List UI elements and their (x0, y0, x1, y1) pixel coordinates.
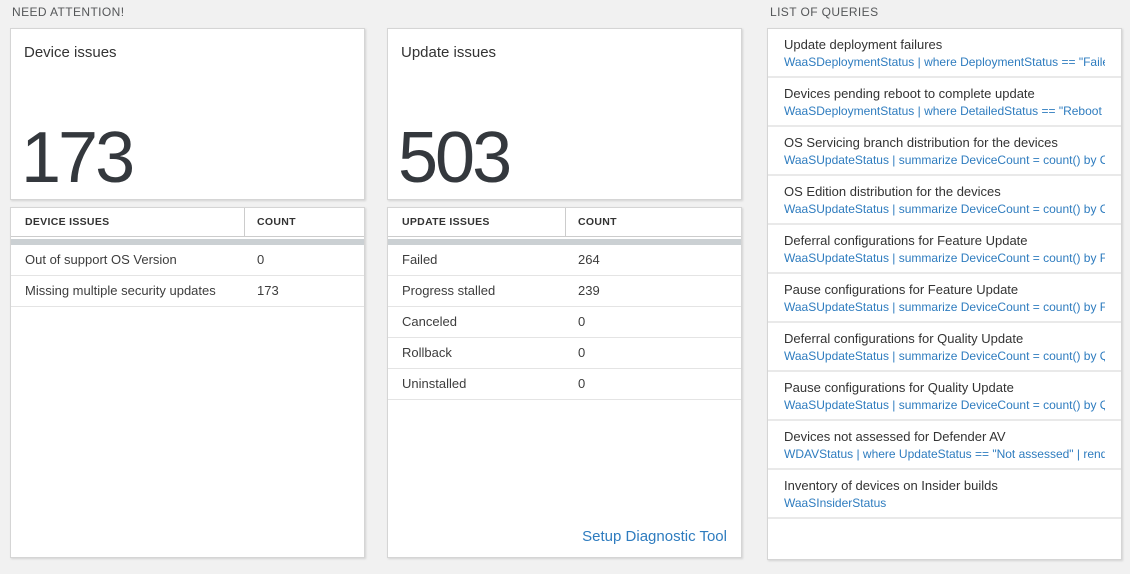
table-row[interactable]: Failed 264 (388, 245, 741, 276)
table-row[interactable]: Uninstalled 0 (388, 369, 741, 400)
query-list-item[interactable]: Pause configurations for Quality Update W… (768, 372, 1121, 421)
header-separator-bar (11, 239, 364, 245)
count-cell: 0 (257, 252, 265, 267)
query-string: WaaSUpdateStatus | summarize DeviceCount… (784, 398, 1105, 412)
query-list: Update deployment failures WaaSDeployment… (768, 29, 1121, 519)
query-string: WaaSUpdateStatus | summarize DeviceCount… (784, 202, 1105, 216)
need-attention-heading: NEED ATTENTION! (12, 5, 125, 19)
query-title: Pause configurations for Feature Update (784, 282, 1019, 297)
issue-cell: Out of support OS Version (25, 252, 177, 267)
query-title: Devices not assessed for Defender AV (784, 429, 1006, 444)
issue-cell: Rollback (402, 345, 452, 360)
table-row[interactable]: Missing multiple security updates 173 (11, 276, 364, 307)
query-list-item[interactable]: Devices not assessed for Defender AV WDAV… (768, 421, 1121, 470)
query-string: WaaSInsiderStatus (784, 496, 887, 510)
query-title: Update deployment failures (784, 37, 943, 52)
count-cell: 264 (578, 252, 600, 267)
issue-cell: Failed (402, 252, 438, 267)
query-title: Inventory of devices on Insider builds (784, 478, 998, 493)
query-title: Devices pending reboot to complete updat… (784, 86, 1035, 101)
device-issues-column-header: DEVICE ISSUES (25, 216, 110, 228)
table-row[interactable]: Out of support OS Version 0 (11, 245, 364, 276)
update-issues-count: 503 (398, 118, 512, 199)
issue-cell: Missing multiple security updates (25, 283, 216, 298)
update-issues-column-header: UPDATE ISSUES (402, 216, 490, 228)
query-string: WaaSUpdateStatus | summarize DeviceCount… (784, 153, 1105, 167)
query-title: OS Edition distribution for the devices (784, 184, 1001, 199)
header-separator-bar (388, 239, 741, 245)
query-list-item[interactable]: OS Edition distribution for the devices W… (768, 176, 1121, 225)
update-issues-rows: Failed 264 Progress stalled 239 Canceled 0 Rol… (388, 245, 741, 400)
query-title: OS Servicing branch distribution for the… (784, 135, 1058, 150)
device-issues-tile[interactable]: Device issues 173 (10, 28, 365, 200)
query-title: Pause configurations for Quality Update (784, 380, 1014, 395)
query-string: WaaSUpdateStatus | summarize DeviceCount… (784, 349, 1105, 363)
count-cell: 0 (578, 376, 586, 391)
query-list-item[interactable]: Deferral configurations for Quality Upda… (768, 323, 1121, 372)
count-cell: 239 (578, 283, 600, 298)
count-cell: 0 (578, 314, 586, 329)
query-list-item[interactable]: Devices pending reboot to complete updat… (768, 78, 1121, 127)
query-list-item[interactable]: Pause configurations for Feature Update W… (768, 274, 1121, 323)
update-issues-title: Update issues (401, 44, 497, 61)
issue-cell: Canceled (402, 314, 457, 329)
table-row[interactable]: Canceled 0 (388, 307, 741, 338)
issue-cell: Progress stalled (402, 283, 496, 298)
count-column-header: COUNT (565, 208, 741, 236)
query-title: Deferral configurations for Feature Upda… (784, 233, 1028, 248)
count-column-header: COUNT (244, 208, 364, 236)
update-issues-tile[interactable]: Update issues 503 (387, 28, 742, 200)
count-cell: 173 (257, 283, 279, 298)
update-issues-table-card: UPDATE ISSUES COUNT Failed 264 Progress st… (387, 207, 742, 558)
query-list-item[interactable]: Deferral configurations for Feature Upda… (768, 225, 1121, 274)
device-issues-table-card: DEVICE ISSUES COUNT Out of support OS Ve… (10, 207, 365, 558)
queries-panel: Update deployment failures WaaSDeployment… (767, 28, 1122, 560)
update-table-header: UPDATE ISSUES COUNT (388, 208, 741, 237)
count-cell: 0 (578, 345, 586, 360)
list-of-queries-heading: LIST OF QUERIES (770, 5, 879, 19)
query-list-item[interactable]: Update deployment failures WaaSDeployment… (768, 29, 1121, 78)
query-string: WaaSUpdateStatus | summarize DeviceCount… (784, 251, 1105, 265)
query-string: WaaSDeploymentStatus | where DeploymentS… (784, 55, 1105, 69)
query-list-item[interactable]: OS Servicing branch distribution for the… (768, 127, 1121, 176)
table-row[interactable]: Progress stalled 239 (388, 276, 741, 307)
device-issues-rows: Out of support OS Version 0 Missing multip… (11, 245, 364, 307)
device-issues-count: 173 (21, 118, 135, 199)
setup-diagnostic-tool-link[interactable]: Setup Diagnostic Tool (582, 528, 727, 545)
device-table-header: DEVICE ISSUES COUNT (11, 208, 364, 237)
query-string: WaaSDeploymentStatus | where DetailedSta… (784, 104, 1105, 118)
issue-cell: Uninstalled (402, 376, 467, 391)
query-string: WDAVStatus | where UpdateStatus == "Not … (784, 447, 1105, 461)
query-string: WaaSUpdateStatus | summarize DeviceCount… (784, 300, 1105, 314)
table-row[interactable]: Rollback 0 (388, 338, 741, 369)
query-list-item[interactable]: Inventory of devices on Insider builds Wa… (768, 470, 1121, 519)
query-title: Deferral configurations for Quality Upda… (784, 331, 1024, 346)
device-issues-title: Device issues (24, 44, 117, 61)
